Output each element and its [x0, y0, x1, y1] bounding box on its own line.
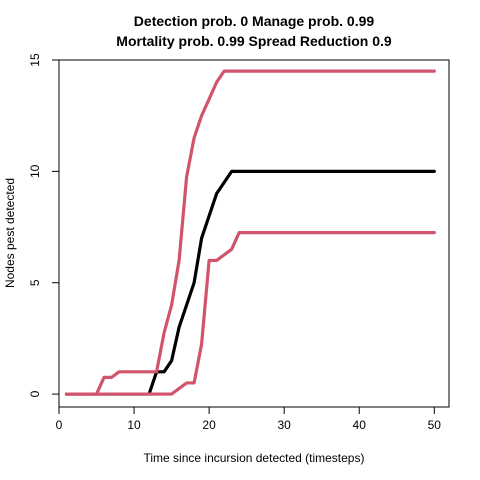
series-line-mean [64, 169, 436, 396]
y-tick-label: 0 [28, 390, 42, 397]
x-tick-label: 10 [127, 418, 141, 432]
x-tick-label: 40 [353, 418, 367, 432]
x-axis-label: Time since incursion detected (timesteps… [144, 451, 365, 465]
x-tick-label: 30 [277, 418, 291, 432]
y-tick-label: 10 [28, 164, 42, 178]
series-line-lower [64, 231, 436, 396]
y-tick-label: 5 [28, 279, 42, 286]
chart-title-line-1: Detection prob. 0 Manage prob. 0.99 [134, 13, 375, 29]
y-axis-label: Nodes pest detected [3, 178, 17, 288]
y-axis: 0 5 10 15 [28, 53, 60, 397]
series-layer [64, 69, 436, 396]
series-line-upper [64, 69, 436, 396]
x-tick-label: 50 [428, 418, 442, 432]
x-axis: 0 10 20 30 40 50 [56, 406, 442, 432]
chart-title-line-2: Mortality prob. 0.99 Spread Reduction 0.… [116, 33, 392, 49]
y-tick-label: 15 [28, 53, 42, 67]
x-tick-label: 20 [202, 418, 216, 432]
x-tick-label: 0 [56, 418, 63, 432]
